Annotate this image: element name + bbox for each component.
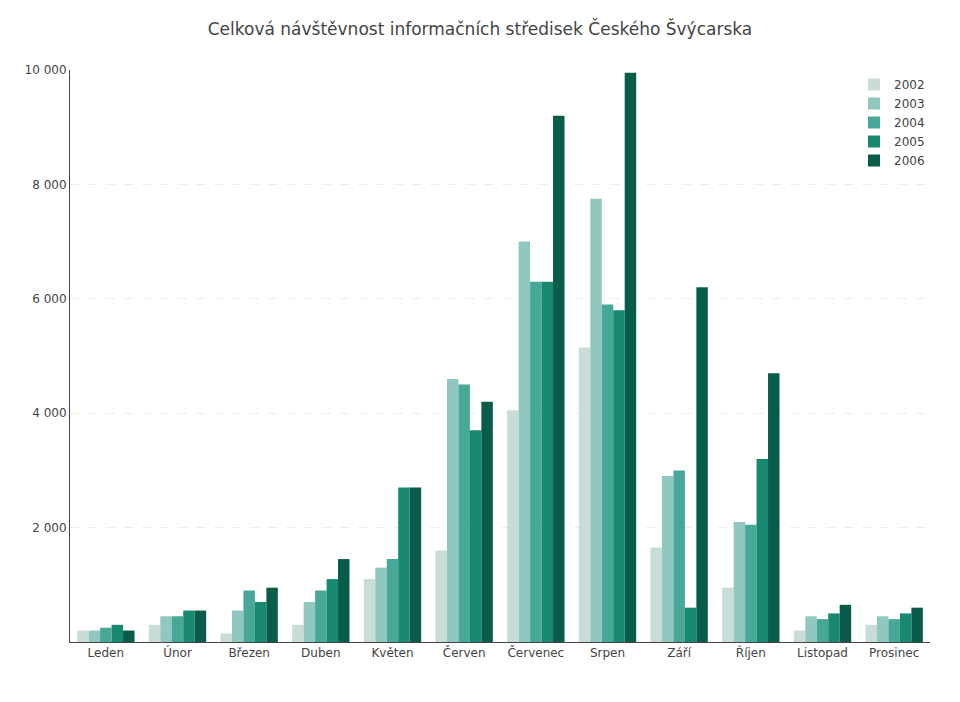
svg-text:2005: 2005 xyxy=(894,135,925,149)
svg-text:10 000: 10 000 xyxy=(25,63,67,77)
svg-text:Září: Září xyxy=(667,646,692,660)
svg-text:2004: 2004 xyxy=(894,116,925,130)
svg-text:Červenec: Červenec xyxy=(507,645,564,660)
svg-text:Duben: Duben xyxy=(301,646,340,660)
svg-text:2 000: 2 000 xyxy=(32,521,66,535)
svg-text:Březen: Březen xyxy=(228,646,270,660)
svg-text:2006: 2006 xyxy=(894,154,925,168)
svg-text:Květen: Květen xyxy=(371,646,413,660)
svg-text:2002: 2002 xyxy=(894,78,925,92)
svg-text:Červen: Červen xyxy=(443,645,486,660)
svg-text:Prosinec: Prosinec xyxy=(869,646,919,660)
svg-text:Celková návštěvnost informační: Celková návštěvnost informačních středis… xyxy=(208,18,753,39)
svg-text:6 000: 6 000 xyxy=(32,292,66,306)
svg-text:8 000: 8 000 xyxy=(32,178,66,192)
svg-text:Srpen: Srpen xyxy=(590,646,625,660)
svg-text:4 000: 4 000 xyxy=(32,406,66,420)
svg-text:Leden: Leden xyxy=(88,646,124,660)
svg-text:Říjen: Říjen xyxy=(736,645,766,660)
svg-text:Listopad: Listopad xyxy=(797,646,848,660)
svg-text:2003: 2003 xyxy=(894,97,925,111)
svg-text:Únor: Únor xyxy=(163,645,192,660)
